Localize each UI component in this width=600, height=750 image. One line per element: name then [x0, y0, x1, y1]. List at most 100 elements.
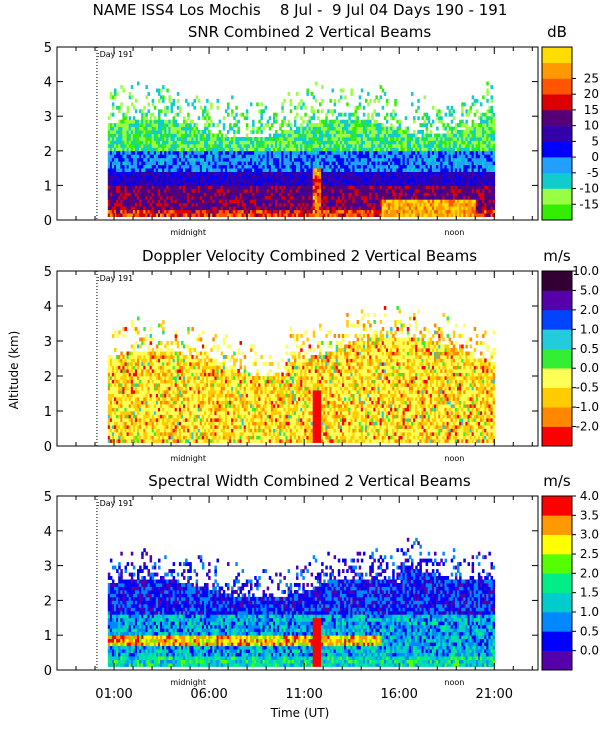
heatmap-cell	[170, 123, 173, 127]
heatmap-cell	[151, 206, 155, 211]
heatmap-cell	[206, 188, 209, 193]
heatmap-cell	[275, 181, 278, 186]
heatmap-cell	[388, 188, 391, 193]
heatmap-cell	[342, 126, 345, 131]
heatmap-cell	[210, 199, 213, 204]
heatmap-cell	[327, 147, 330, 152]
heatmap-cell	[168, 140, 171, 145]
heatmap-cell	[373, 181, 376, 186]
heatmap-cell	[181, 157, 184, 162]
heatmap-cell	[300, 140, 303, 145]
heatmap-cell	[250, 199, 253, 204]
heatmap-cell	[130, 95, 134, 100]
heatmap-cell	[431, 105, 435, 110]
heatmap-cell	[195, 168, 199, 172]
heatmap-cell	[339, 192, 343, 197]
heatmap-cell	[360, 206, 364, 211]
heatmap-cell	[358, 140, 362, 145]
heatmap-cell	[147, 206, 150, 211]
heatmap-cell	[273, 112, 276, 117]
heatmap-cell	[296, 206, 299, 211]
heatmap-cell	[185, 192, 188, 197]
heatmap-cell	[333, 168, 337, 172]
heatmap-cell	[126, 133, 130, 138]
heatmap-cell	[111, 192, 115, 197]
heatmap-cell	[254, 171, 257, 176]
heatmap-cell	[377, 140, 380, 145]
heatmap-cell	[306, 143, 309, 148]
heatmap-cell	[201, 143, 205, 148]
heatmap-cell	[346, 171, 349, 176]
heatmap-cell	[329, 140, 332, 145]
heatmap-cell	[262, 178, 265, 183]
heatmap-cell	[350, 195, 353, 200]
heatmap-cell	[158, 181, 161, 186]
heatmap-cell	[231, 147, 234, 152]
heatmap-cell	[166, 206, 169, 211]
heatmap-cell	[210, 181, 213, 186]
heatmap-cell	[243, 206, 247, 211]
heatmap-cell	[143, 175, 146, 179]
heatmap-cell	[342, 119, 345, 124]
heatmap-cell	[145, 157, 148, 162]
heatmap-cell	[369, 171, 372, 176]
heatmap-cell	[195, 133, 199, 138]
heatmap-cell	[354, 209, 357, 214]
heatmap-cell	[216, 171, 219, 176]
heatmap-cell	[216, 202, 219, 207]
heatmap-cell	[243, 175, 247, 179]
heatmap-cell	[220, 137, 224, 141]
heatmap-cell	[176, 123, 180, 127]
heatmap-cell	[371, 209, 374, 214]
heatmap-cell	[275, 202, 278, 207]
heatmap-cell	[287, 154, 291, 159]
heatmap-cell	[379, 171, 383, 176]
heatmap-cell	[304, 161, 307, 166]
heatmap-cell	[256, 195, 259, 200]
heatmap-cell	[344, 199, 347, 204]
heatmap-cell	[183, 175, 186, 179]
heatmap-cell	[302, 209, 305, 214]
heatmap-cell	[266, 171, 270, 176]
heatmap-cell	[143, 202, 146, 207]
heatmap-cell	[224, 157, 228, 162]
heatmap-cell	[151, 123, 155, 127]
heatmap-cell	[116, 202, 119, 207]
heatmap-cell	[222, 168, 226, 172]
heatmap-cell	[122, 185, 125, 190]
heatmap-cell	[275, 157, 278, 162]
heatmap-cell	[325, 209, 328, 214]
heatmap-cell	[162, 140, 165, 145]
heatmap-cell	[118, 154, 121, 159]
heatmap-cell	[385, 164, 389, 169]
heatmap-cell	[254, 140, 257, 145]
heatmap-cell	[193, 206, 196, 211]
heatmap-cell	[319, 199, 322, 204]
heatmap-cell	[224, 178, 228, 183]
heatmap-cell	[124, 133, 127, 138]
heatmap-cell	[120, 175, 123, 179]
heatmap-cell	[239, 147, 242, 152]
heatmap-cell	[168, 98, 171, 103]
heatmap-cell	[227, 206, 230, 211]
heatmap-cell	[178, 126, 182, 131]
heatmap-cell	[379, 130, 383, 134]
heatmap-cell	[312, 195, 316, 200]
heatmap-cell	[245, 171, 249, 176]
heatmap-cell	[164, 126, 167, 131]
heatmap-cell	[158, 140, 161, 145]
heatmap-cell	[381, 126, 385, 131]
heatmap-cell	[302, 150, 305, 155]
heatmap-cell	[195, 157, 199, 162]
heatmap-cell	[360, 157, 364, 162]
heatmap-cell	[139, 154, 142, 159]
heatmap-cell	[134, 192, 138, 197]
heatmap-cell	[120, 157, 123, 162]
heatmap-cell	[120, 213, 123, 217]
heatmap-cell	[193, 164, 196, 169]
heatmap-cell	[239, 195, 242, 200]
heatmap-cell	[316, 137, 320, 141]
heatmap-cell	[344, 95, 347, 100]
heatmap-cell	[323, 178, 326, 183]
